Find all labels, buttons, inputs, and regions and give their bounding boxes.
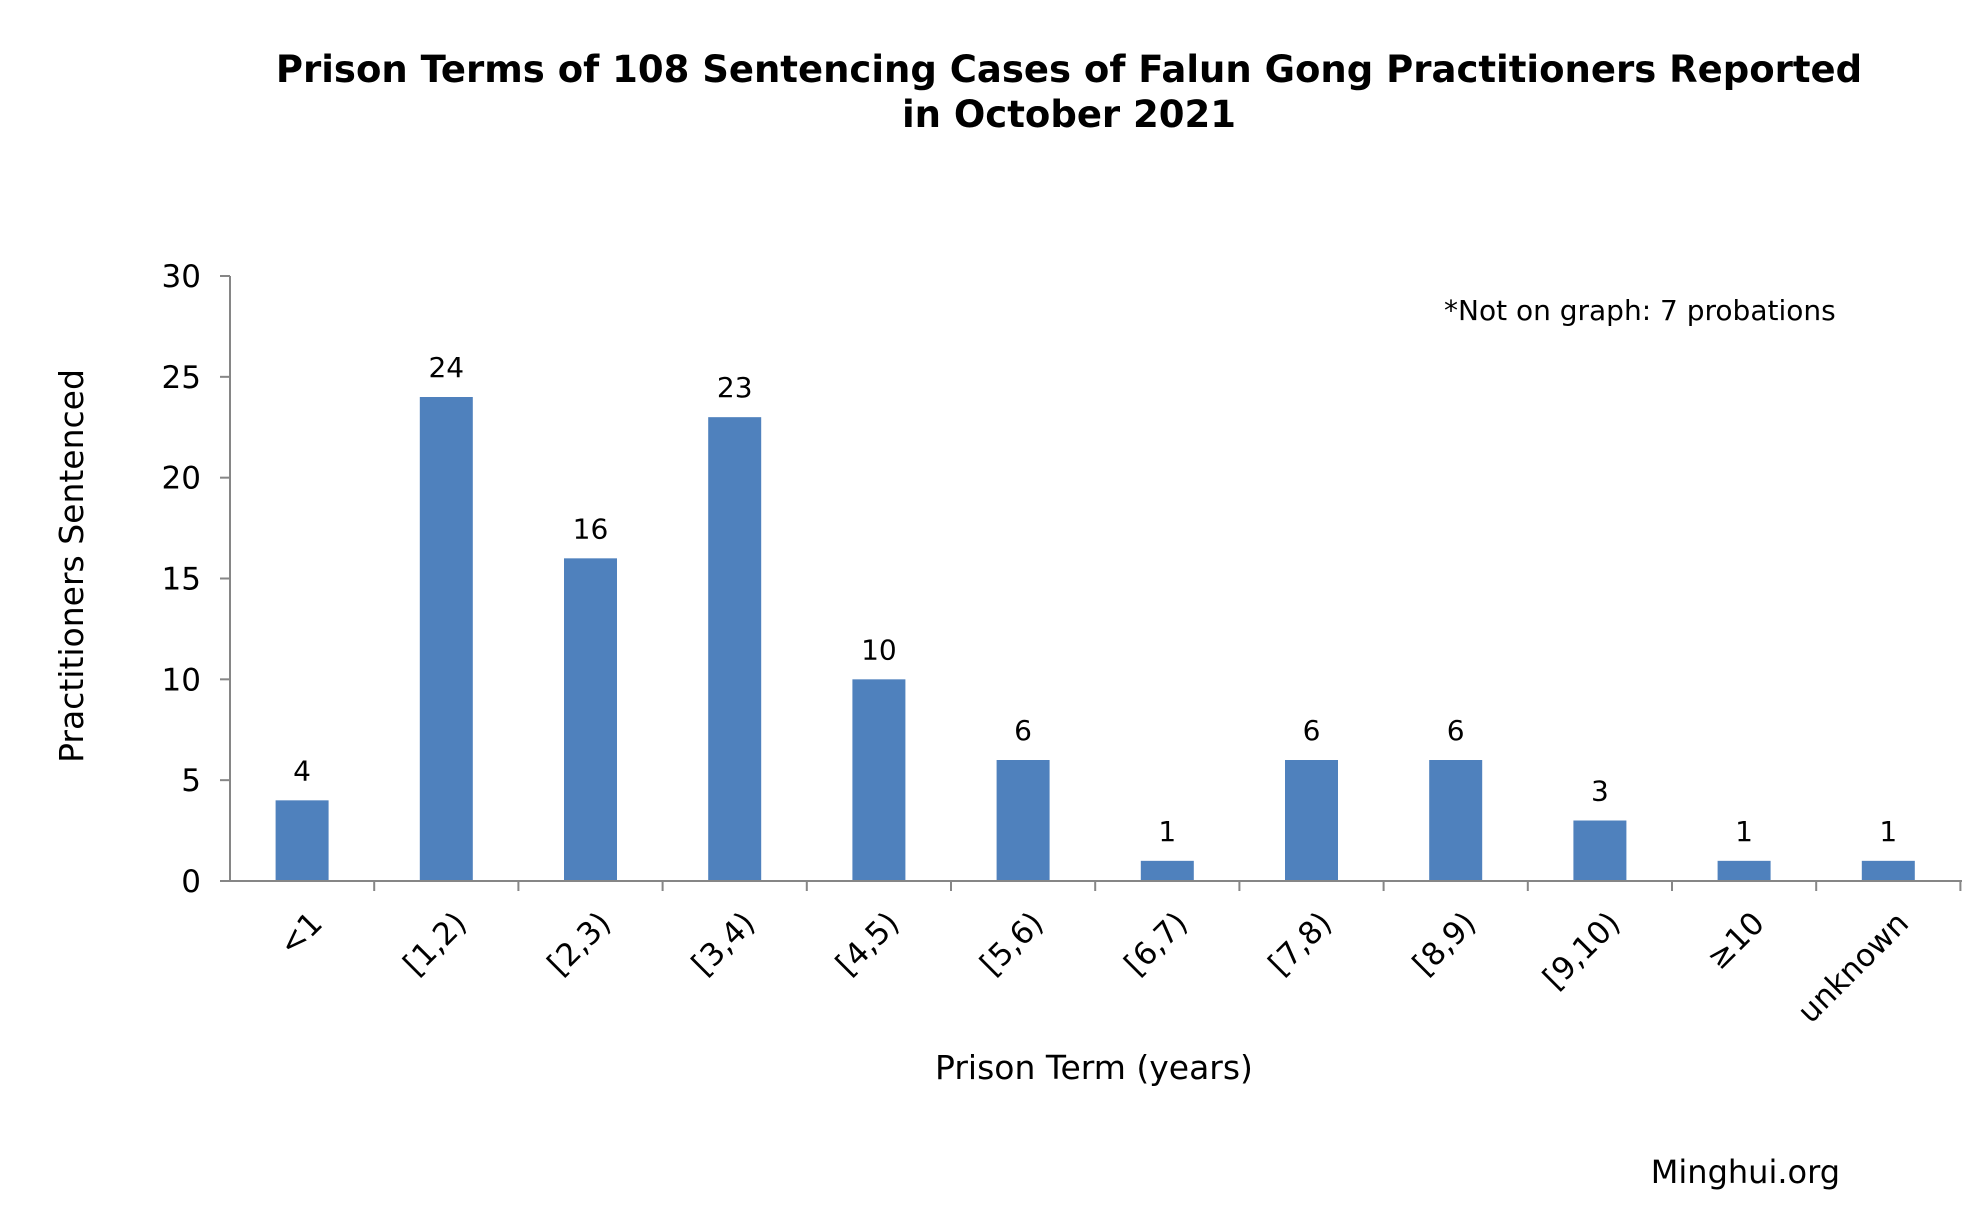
bar	[1573, 820, 1627, 881]
chart-title-line-1: Prison Terms of 108 Sentencing Cases of …	[276, 48, 1862, 91]
bar	[1717, 860, 1771, 881]
x-axis-title: Prison Term (years)	[935, 1048, 1253, 1087]
bar-data-label: 16	[573, 512, 609, 545]
y-tick-label: 5	[181, 763, 201, 799]
bar	[564, 558, 617, 881]
bar-data-label: 24	[428, 351, 464, 384]
x-tick-label: ≥10	[1700, 905, 1772, 977]
x-tick-label: unknown	[1791, 905, 1916, 1030]
x-tick-label: [9,10)	[1536, 905, 1627, 996]
x-tick-label: [7,8)	[1262, 905, 1339, 982]
x-tick-label: [5,6)	[973, 905, 1050, 982]
bar-data-label: 6	[1014, 714, 1032, 747]
bar-data-label: 4	[293, 754, 311, 787]
x-tick-label: [6,7)	[1118, 905, 1195, 982]
bar-data-label: 1	[1879, 815, 1897, 848]
x-tick-label: [8,9)	[1406, 905, 1483, 982]
x-tick-label: [1,2)	[397, 905, 474, 982]
bar	[1140, 860, 1194, 881]
y-tick-label: 30	[162, 259, 201, 295]
bar-data-label: 10	[861, 633, 897, 666]
x-tick-label: <1	[272, 905, 330, 963]
bar-series	[275, 397, 1915, 881]
bar-data-label: 1	[1735, 815, 1753, 848]
bar	[275, 800, 329, 881]
chart-title-line-2: in October 2021	[902, 93, 1236, 136]
bar-data-label: 3	[1591, 775, 1609, 808]
y-axis-title: Practitioners Sentenced	[52, 369, 91, 763]
x-tick-label: [2,3)	[541, 905, 618, 982]
y-tick-label: 0	[181, 864, 201, 900]
y-tick-label: 15	[162, 562, 201, 598]
bar	[1429, 760, 1483, 881]
bar-data-label: 6	[1447, 714, 1465, 747]
y-axis-ticks: 0 5 10 15 20 25 30	[162, 259, 230, 900]
bar	[1285, 760, 1338, 881]
bar-data-label: 23	[717, 371, 753, 404]
source-credit: Minghui.org	[1651, 1153, 1840, 1191]
y-tick-label: 20	[162, 461, 201, 497]
x-tick-label: [3,4)	[685, 905, 762, 982]
bar	[708, 417, 762, 881]
bar-data-label: 1	[1158, 815, 1176, 848]
bar	[852, 679, 906, 881]
y-tick-label: 10	[162, 662, 201, 698]
bar-data-label: 6	[1303, 714, 1321, 747]
bar	[1861, 860, 1915, 881]
bar	[996, 760, 1050, 881]
chart-annotation: *Not on graph: 7 probations	[1444, 294, 1836, 327]
x-tick-label: [4,5)	[829, 905, 906, 982]
x-axis-ticks: <1 [1,2) [2,3) [3,4) [4,5) [5,6) [6,7) [7,8) [8,…	[272, 881, 1962, 1030]
y-tick-label: 25	[162, 360, 201, 396]
bar	[419, 397, 473, 881]
